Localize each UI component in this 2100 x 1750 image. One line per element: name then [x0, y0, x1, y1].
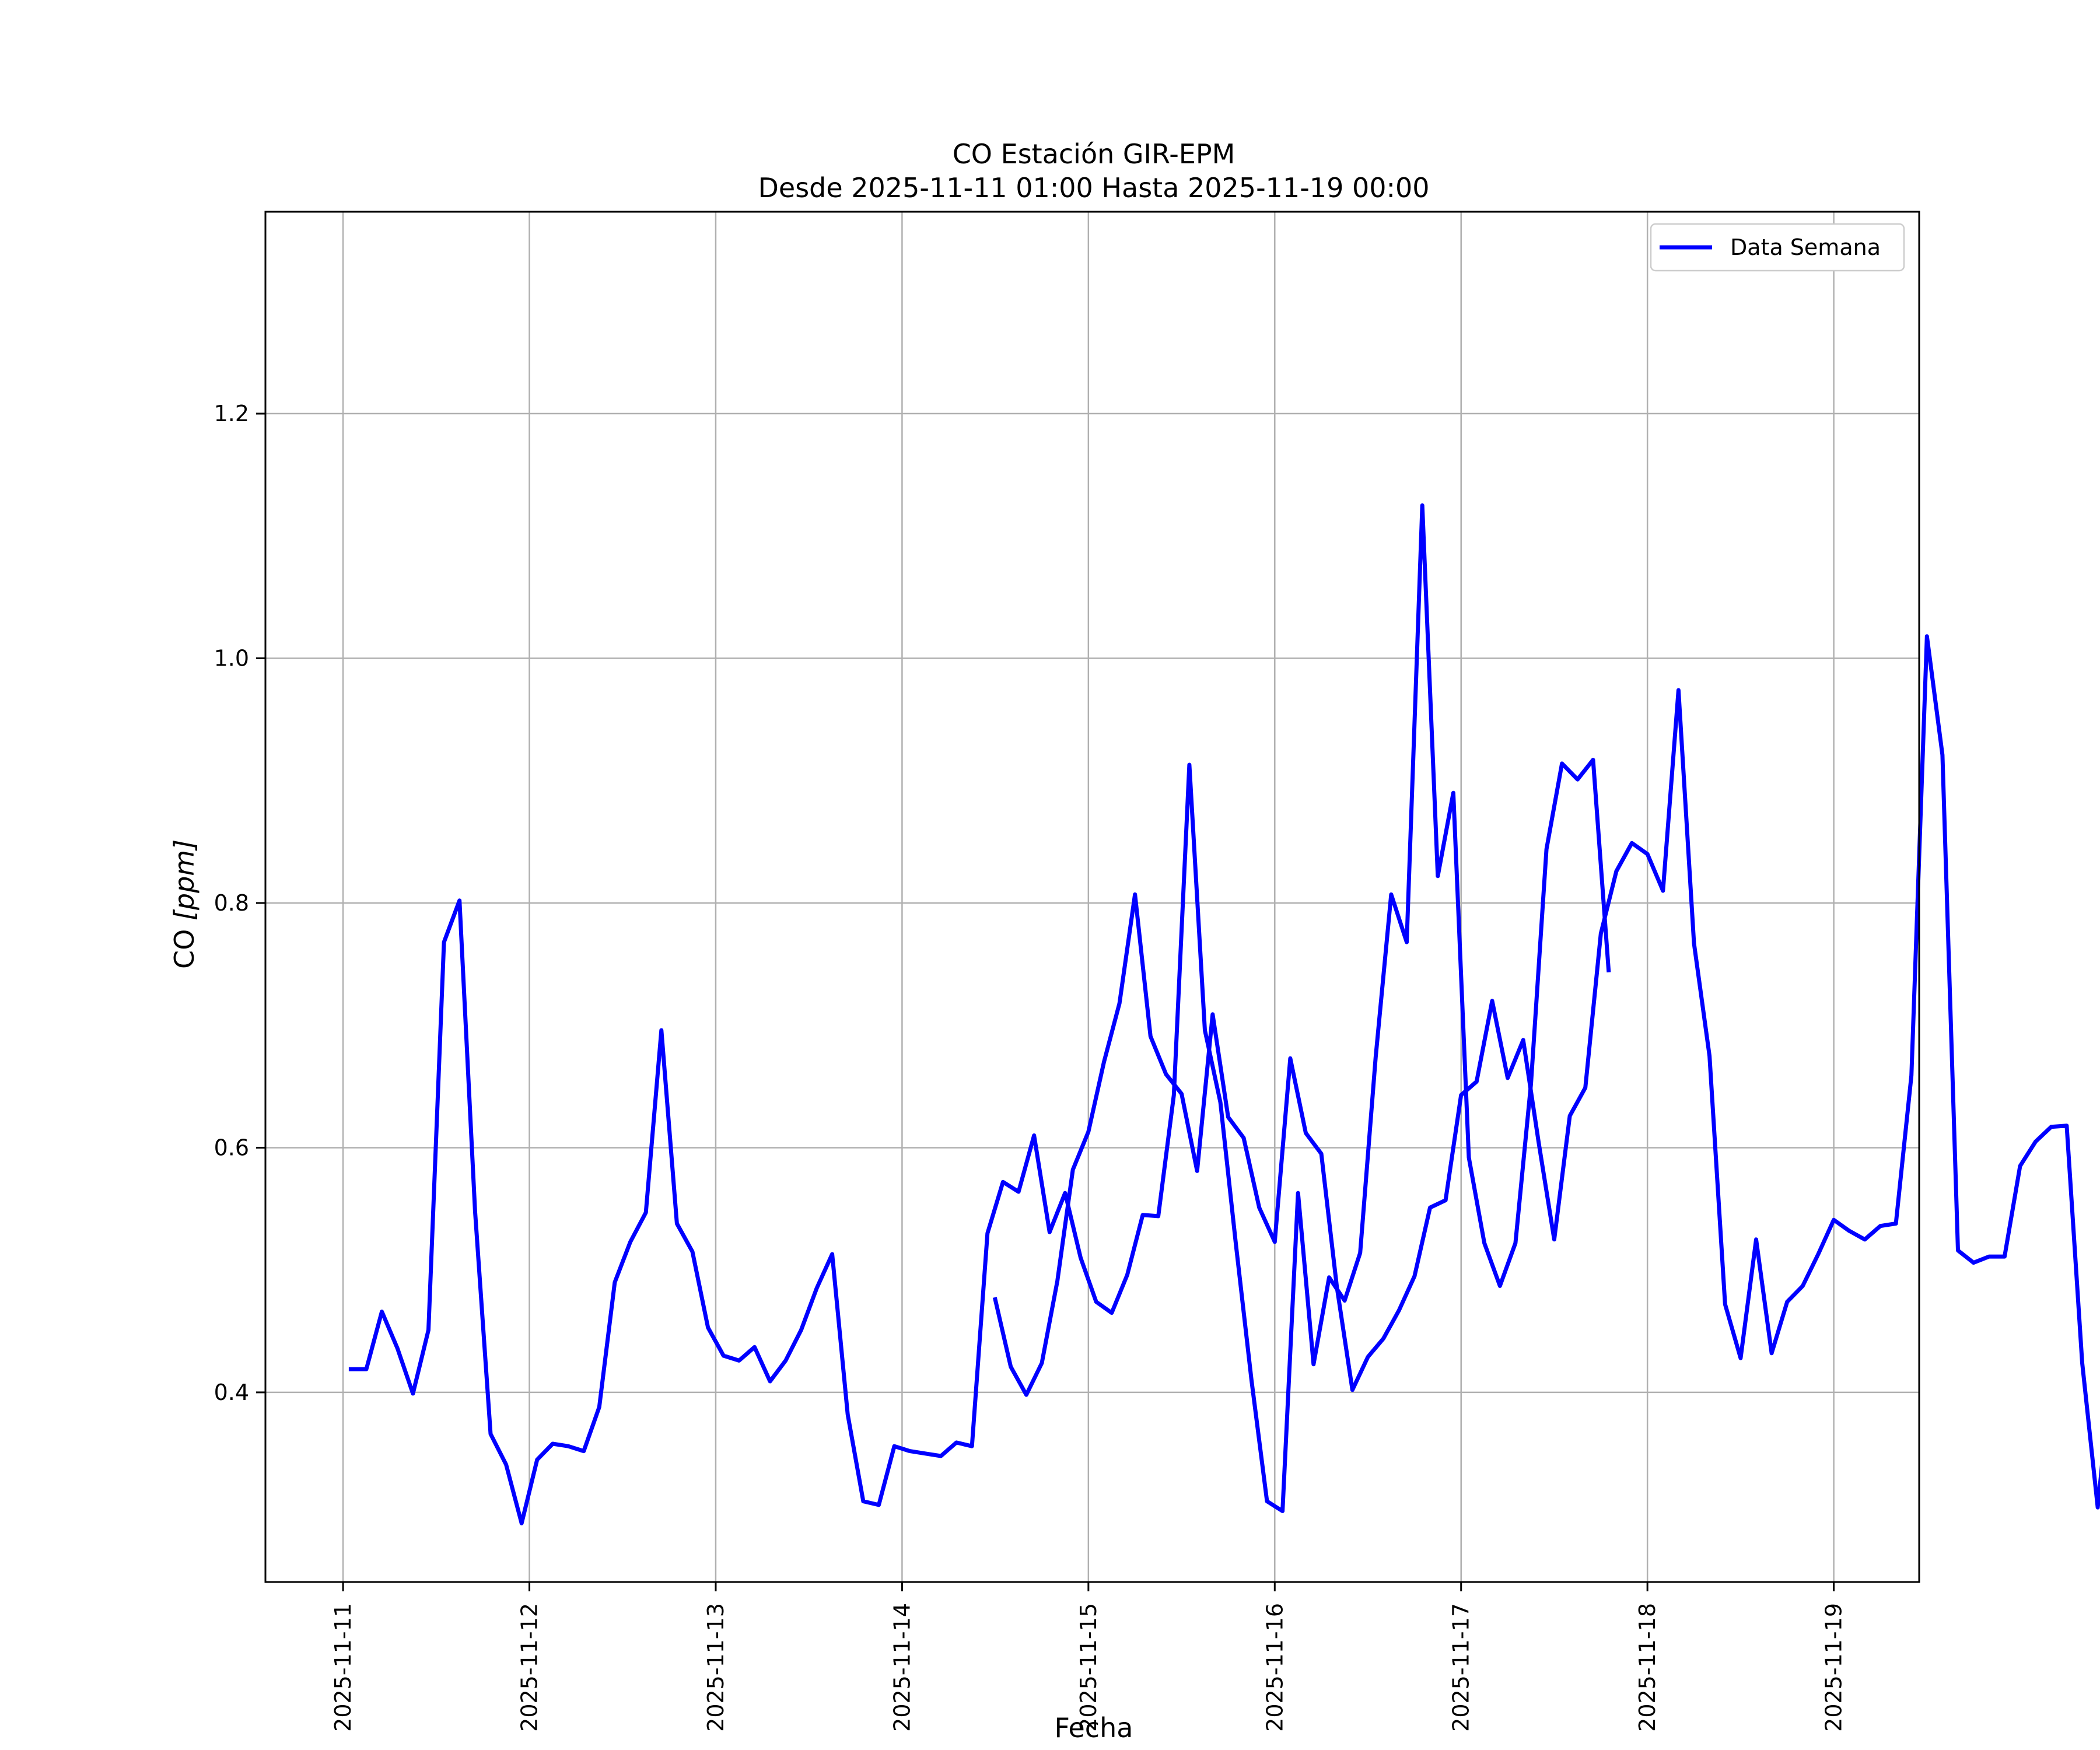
series-line-segment-0-1 — [992, 634, 2100, 1510]
y-tick-label-3: 1.0 — [214, 646, 249, 671]
x-tick-label-7: 2025-11-18 — [1634, 1603, 1660, 1732]
x-axis-label: Fecha — [1055, 1712, 1133, 1744]
legend: Data Semana — [1650, 223, 1905, 272]
y-axis-label-unit: [ppm] — [169, 839, 200, 921]
y-axis-label-text: CO — [169, 921, 200, 969]
x-tick-label-0: 2025-11-11 — [330, 1603, 356, 1732]
series-layer — [348, 503, 2100, 1525]
y-tick-label-4: 1.2 — [214, 401, 249, 426]
y-tick-label-2: 0.8 — [214, 890, 249, 916]
y-axis-label: CO [ppm] — [169, 839, 200, 969]
series-line-segment-0-0 — [348, 503, 1611, 1525]
grid — [265, 212, 1919, 1582]
x-tick-label-6: 2025-11-17 — [1448, 1603, 1474, 1732]
y-tick-label-1: 0.6 — [214, 1135, 249, 1160]
x-tick-label-5: 2025-11-16 — [1262, 1603, 1287, 1732]
chart-title: CO Estación GIR-EPM — [953, 138, 1236, 170]
x-tick-label-8: 2025-11-19 — [1821, 1603, 1847, 1732]
x-tick-label-1: 2025-11-12 — [517, 1603, 542, 1732]
chart-subtitle: Desde 2025-11-11 01:00 Hasta 2025-11-19 … — [758, 172, 1429, 204]
plot-frame — [264, 211, 1920, 1583]
legend-label-data-semana: Data Semana — [1730, 235, 1881, 260]
x-tick-label-2: 2025-11-13 — [703, 1603, 729, 1732]
x-tick-label-4: 2025-11-15 — [1076, 1603, 1101, 1732]
y-axis-ticks: 0.4 0.6 0.8 1.0 1.2 — [214, 401, 265, 1405]
legend-box — [1650, 223, 1905, 272]
x-tick-label-3: 2025-11-14 — [889, 1603, 915, 1732]
x-axis-ticks: 2025-11-11 2025-11-12 2025-11-13 2025-11-14… — [330, 1582, 1847, 1732]
y-tick-label-0: 0.4 — [214, 1380, 249, 1405]
